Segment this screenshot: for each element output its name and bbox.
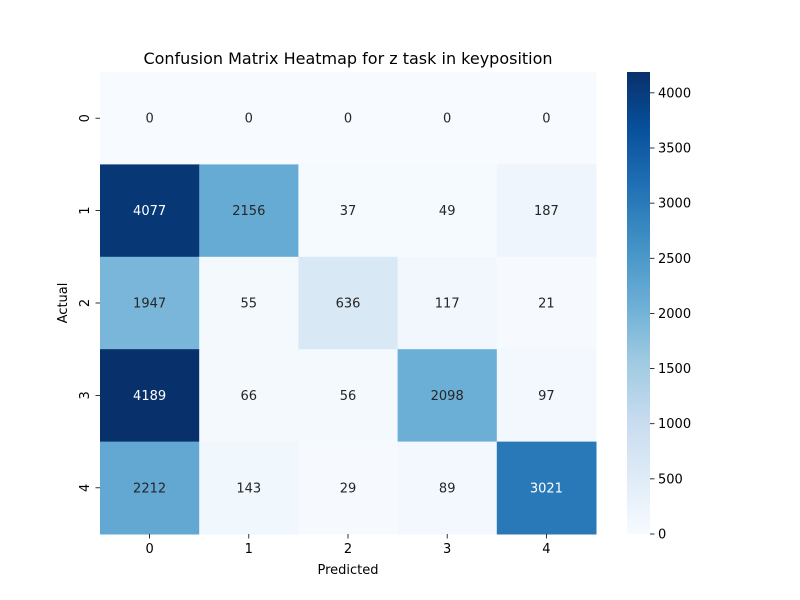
heatmap-cell [397,164,498,258]
colorbar-tick-label: 3500 [658,141,691,156]
colorbar-ticks: 0 500 1000 1500 2000 2500 3000 3500 4000 [650,86,691,543]
cell-value-label: 2212 [133,481,166,496]
heatmap-cell [199,256,299,350]
heatmap-cell [496,441,597,535]
cell-value-label: 143 [236,481,261,496]
y-tick-label: 4 [78,484,93,492]
colorbar-tick-label: 2000 [658,307,691,322]
colorbar-tick-label: 500 [658,472,683,487]
heatmap-cell [397,349,498,443]
cell-value-label: 37 [340,204,357,219]
heatmap-cell [100,349,200,443]
chart-title: Confusion Matrix Heatmap for z task in k… [143,49,552,68]
cell-value-label: 0 [443,112,451,127]
x-tick-label: 2 [344,542,352,557]
heatmap-cell [100,72,200,165]
heatmap-cell [397,72,498,165]
y-axis-ticks: 0 1 2 3 4 [78,114,100,492]
cell-value-label: 97 [538,389,555,404]
heatmap-cell-labels: 0 0 0 0 0 4077 2156 37 49 187 1947 55 636 117 21 4189 66… [133,112,563,497]
cell-value-label: 29 [340,481,357,496]
heatmap-cell [496,164,597,258]
colorbar [627,72,650,534]
cell-value-label: 4189 [133,389,166,404]
cell-value-label: 56 [340,389,357,404]
heatmap-cells [100,72,597,535]
heatmap-cell [298,349,399,443]
cell-value-label: 3021 [530,481,563,496]
heatmap-cell [397,441,498,535]
cell-value-label: 2098 [431,389,464,404]
cell-value-label: 0 [145,112,153,127]
cell-value-label: 117 [435,297,460,312]
colorbar-tick-label: 3000 [658,197,691,212]
heatmap-cell [100,256,200,350]
y-tick-label: 1 [78,206,93,214]
x-axis-label: Predicted [317,563,378,578]
cell-value-label: 0 [542,112,550,127]
heatmap-cell [496,349,597,443]
y-tick-label: 3 [78,391,93,399]
cell-value-label: 2156 [232,204,265,219]
x-axis-ticks: 0 1 2 3 4 [145,534,551,557]
cell-value-label: 66 [241,389,258,404]
heatmap-cell [100,164,200,258]
cell-value-label: 89 [439,481,456,496]
heatmap-cell [298,164,399,258]
colorbar-tick-label: 2500 [658,252,691,267]
y-axis-label: Actual [56,283,71,324]
cell-value-label: 0 [344,112,352,127]
x-tick-label: 4 [542,542,550,557]
heatmap-cell [100,441,200,535]
cell-value-label: 187 [534,204,559,219]
colorbar-tick-label: 4000 [658,86,691,101]
cell-value-label: 4077 [133,204,166,219]
y-tick-label: 0 [78,114,93,122]
heatmap-cell [298,256,399,350]
heatmap-cell [199,441,299,535]
colorbar-tick-label: 1000 [658,417,691,432]
heatmap-cell [298,72,399,165]
cell-value-label: 0 [245,112,253,127]
heatmap-cell [298,441,399,535]
colorbar-tick-label: 1500 [658,362,691,377]
cell-value-label: 1947 [133,297,166,312]
cell-value-label: 636 [336,297,361,312]
heatmap-cell [199,164,299,258]
heatmap-cell [199,72,299,165]
cell-value-label: 49 [439,204,456,219]
y-tick-label: 2 [78,299,93,307]
x-tick-label: 1 [245,542,253,557]
colorbar-tick-label: 0 [658,528,666,543]
heatmap-cell [199,349,299,443]
cell-value-label: 21 [538,297,555,312]
heatmap-cell [496,72,597,165]
heatmap-cell [397,256,498,350]
colorbar-gradient [627,72,650,534]
cell-value-label: 55 [241,297,258,312]
x-tick-label: 0 [145,542,153,557]
heatmap-cell [496,256,597,350]
x-tick-label: 3 [443,542,451,557]
